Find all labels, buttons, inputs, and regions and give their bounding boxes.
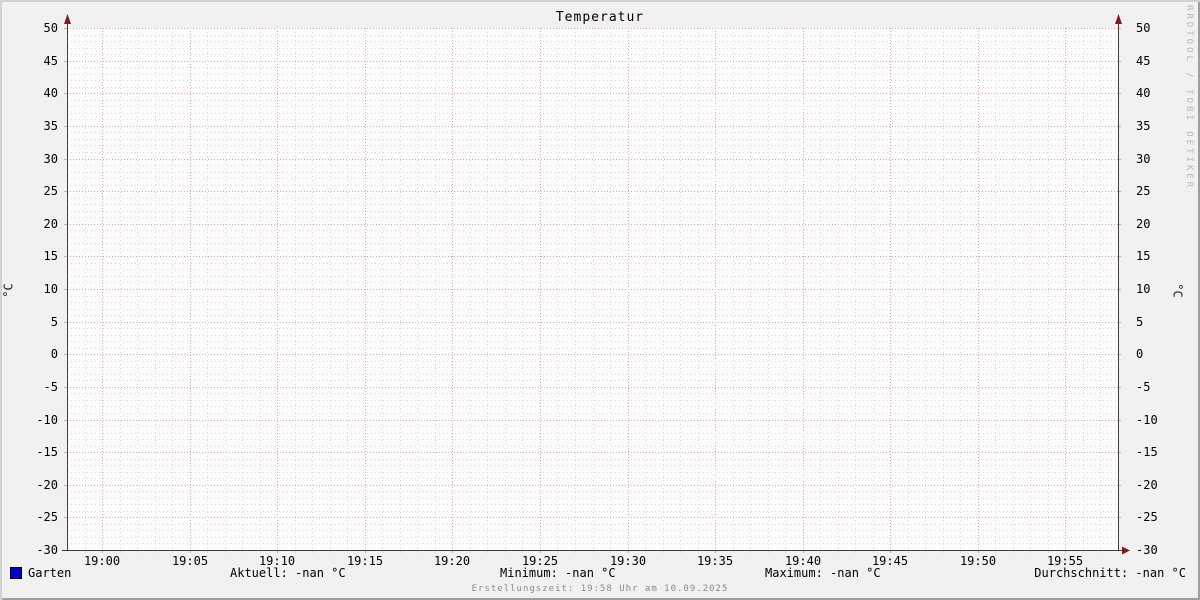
x-axis-tick-label: 19:40	[784, 554, 822, 568]
y-axis-tick-label-left: 45	[43, 54, 58, 68]
y-axis-tick-label-left: 5	[50, 315, 58, 329]
y-axis-tick-label-left: 25	[43, 184, 58, 198]
plot-area	[67, 28, 1118, 550]
y-axis-tick-label-right: 45	[1136, 54, 1151, 68]
y-axis-tick-label-left: 20	[43, 217, 58, 231]
legend-series-label: Garten	[28, 566, 72, 580]
y-axis-tick-label-left: 30	[43, 152, 58, 166]
x-axis-tick-label: 19:15	[346, 554, 384, 568]
y-axis-tick-label-right: 20	[1136, 217, 1151, 231]
creation-time: Erstellungszeit: 19:58 Uhr am 10.09.2025	[471, 584, 729, 594]
x-axis-tick-label: 19:20	[433, 554, 471, 568]
x-axis-tick-label: 19:35	[696, 554, 734, 568]
stat-durchschnitt: Durchschnitt: -nan °C	[1034, 566, 1186, 580]
y-axis-tick-label-right: -20	[1136, 478, 1158, 492]
x-axis-tick-label: 19:00	[83, 554, 121, 568]
x-axis-tick-label: 19:05	[171, 554, 209, 568]
y-axis-tick-label-right: -5	[1136, 380, 1151, 394]
y-axis-tick-label-right: 25	[1136, 184, 1151, 198]
y-axis-tick-label-left: 15	[43, 249, 58, 263]
stat-minimum: Minimum: -nan °C	[500, 566, 616, 580]
x-axis-tick-label: 19:55	[1046, 554, 1084, 568]
y-axis-tick-label-left: 10	[43, 282, 58, 296]
y-axis-tick-label-left: -30	[36, 543, 58, 557]
y-axis-tick-label-right: 15	[1136, 249, 1151, 263]
y-axis-tick-label-right: 35	[1136, 119, 1151, 133]
y-axis-tick-label-left: 50	[43, 21, 58, 35]
y-axis-tick-label-left: 35	[43, 119, 58, 133]
y-axis-unit-left: °C	[1, 283, 16, 298]
y-axis-tick-label-left: 0	[50, 347, 58, 361]
x-axis-tick-label: 19:10	[258, 554, 296, 568]
y-axis-tick-label-left: -10	[36, 413, 58, 427]
y-axis-tick-label-left: -25	[36, 510, 58, 524]
y-axis-tick-label-right: -15	[1136, 445, 1158, 459]
y-axis-tick-label-right: -10	[1136, 413, 1158, 427]
y-axis-tick-label-right: 30	[1136, 152, 1151, 166]
x-axis-tick-label: 19:25	[521, 554, 559, 568]
y-axis-tick-label-right: 40	[1136, 86, 1151, 100]
y-axis-tick-label-left: 40	[43, 86, 58, 100]
x-axis-tick-label: 19:45	[871, 554, 909, 568]
legend-color-swatch	[10, 567, 22, 579]
y-axis-tick-label-right: 10	[1136, 282, 1151, 296]
y-axis-tick-label-left: -20	[36, 478, 58, 492]
chart-title: Temperatur	[555, 10, 645, 25]
y-axis-tick-label-right: 5	[1136, 315, 1144, 329]
y-axis-tick-label-right: -30	[1136, 543, 1158, 557]
y-axis-tick-label-left: -5	[43, 380, 58, 394]
x-axis-tick-label: 19:50	[959, 554, 997, 568]
stat-aktuell: Aktuell: -nan °C	[230, 566, 346, 580]
stat-maximum: Maximum: -nan °C	[765, 566, 881, 580]
y-axis-tick-label-right: 0	[1136, 347, 1144, 361]
y-axis-tick-label-left: -15	[36, 445, 58, 459]
x-axis-tick-label: 19:30	[609, 554, 647, 568]
rrdtool-watermark: RRDTOOL / TOBI OETIKER	[1184, 5, 1194, 191]
y-axis-tick-label-right: -25	[1136, 510, 1158, 524]
y-axis-tick-label-right: 50	[1136, 21, 1151, 35]
